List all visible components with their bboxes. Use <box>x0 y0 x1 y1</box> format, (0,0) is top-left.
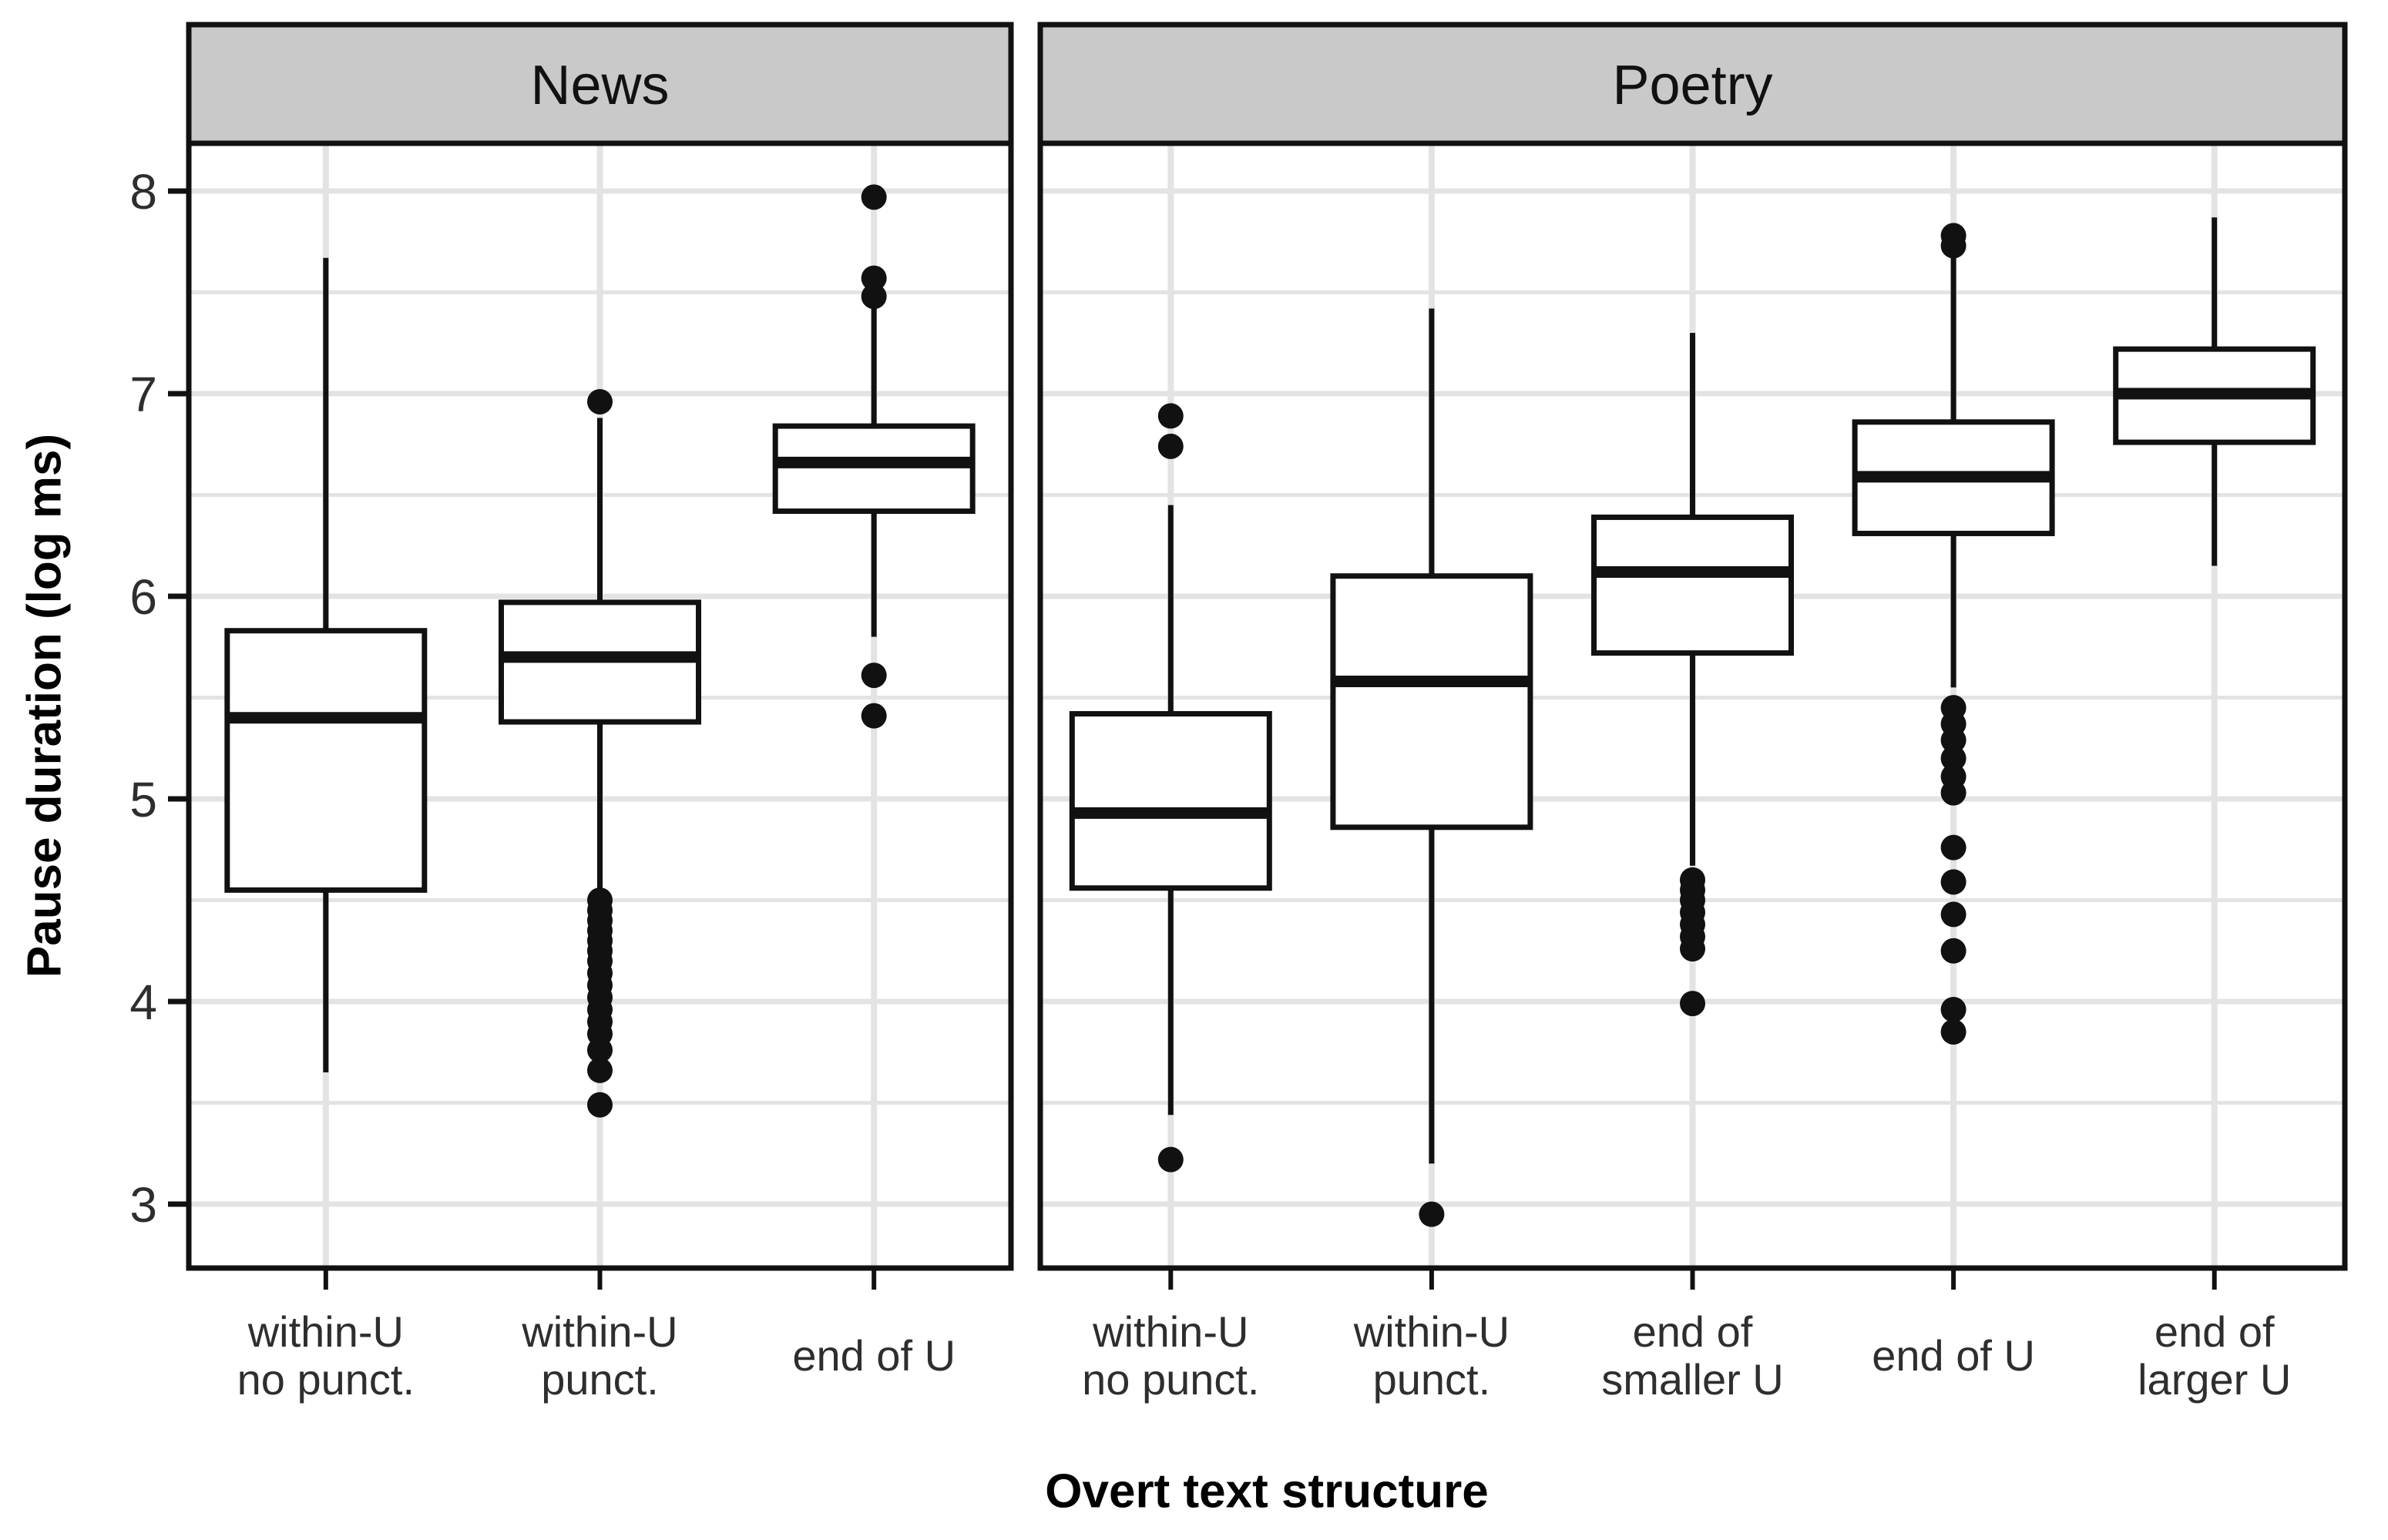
outlier-dot <box>1419 1201 1445 1227</box>
x-tick-label: end of <box>1633 1307 1753 1356</box>
x-tick-label: punct. <box>1373 1355 1491 1404</box>
outlier-dot <box>1940 997 1966 1023</box>
y-tick-label: 3 <box>129 1177 157 1233</box>
box-iqr <box>772 423 976 515</box>
facet-strip <box>186 22 1014 146</box>
outlier-dot <box>1940 938 1966 964</box>
box-iqr <box>224 628 428 893</box>
y-tick-label: 4 <box>129 975 157 1030</box>
x-tick-label: smaller U <box>1601 1355 1783 1404</box>
x-tick-label: no punct. <box>237 1355 415 1404</box>
outlier-dot <box>587 389 613 415</box>
outlier-dot <box>587 1037 613 1063</box>
outlier-dot <box>861 663 887 689</box>
outlier-dot <box>1940 745 1966 771</box>
outlier-dot <box>1940 233 1966 259</box>
x-axis-title: Overt text structure <box>1045 1465 1489 1518</box>
x-tick-label: within-U <box>521 1307 677 1356</box>
outlier-dot <box>861 284 887 310</box>
y-tick-label: 6 <box>129 569 157 625</box>
outlier-dot <box>1157 1146 1184 1173</box>
y-tick-label: 7 <box>129 367 157 422</box>
outlier-dot <box>861 184 887 210</box>
outlier-dot <box>1940 727 1966 753</box>
outlier-dot <box>1157 433 1184 459</box>
outlier-dot <box>1680 936 1705 962</box>
x-tick-label: end of <box>2155 1307 2275 1356</box>
outlier-dot <box>587 1057 613 1083</box>
outlier-dot <box>1940 780 1966 806</box>
x-tick-label: punct. <box>541 1355 659 1404</box>
outlier-dot <box>1940 1018 1966 1045</box>
x-tick-label: end of U <box>1872 1331 2035 1380</box>
box-iqr <box>1330 573 1533 830</box>
box-iqr <box>1069 711 1272 891</box>
y-tick-label: 8 <box>129 164 157 220</box>
facet-strip <box>1037 22 2348 146</box>
facet-label: News <box>530 55 669 116</box>
outlier-dot <box>587 1092 613 1118</box>
x-tick-label: within-U <box>1353 1307 1510 1356</box>
box-iqr <box>1591 514 1794 656</box>
outlier-dot <box>861 265 887 291</box>
outlier-dot <box>861 703 887 729</box>
outlier-dot <box>1680 991 1705 1017</box>
x-tick-label: no punct. <box>1082 1355 1259 1404</box>
facet-label: Poetry <box>1612 55 1772 116</box>
outlier-dot <box>1940 834 1966 861</box>
x-tick-label: end of U <box>792 1331 956 1380</box>
outlier-dot <box>1940 901 1966 928</box>
x-tick-label: within-U <box>1092 1307 1248 1356</box>
outlier-dot <box>1940 869 1966 895</box>
y-axis-title: Pause duration (log ms) <box>18 433 72 978</box>
outlier-dot <box>1157 403 1184 429</box>
y-tick-label: 5 <box>129 772 157 827</box>
x-tick-label: larger U <box>2138 1355 2291 1404</box>
x-tick-label: within-U <box>247 1307 404 1356</box>
